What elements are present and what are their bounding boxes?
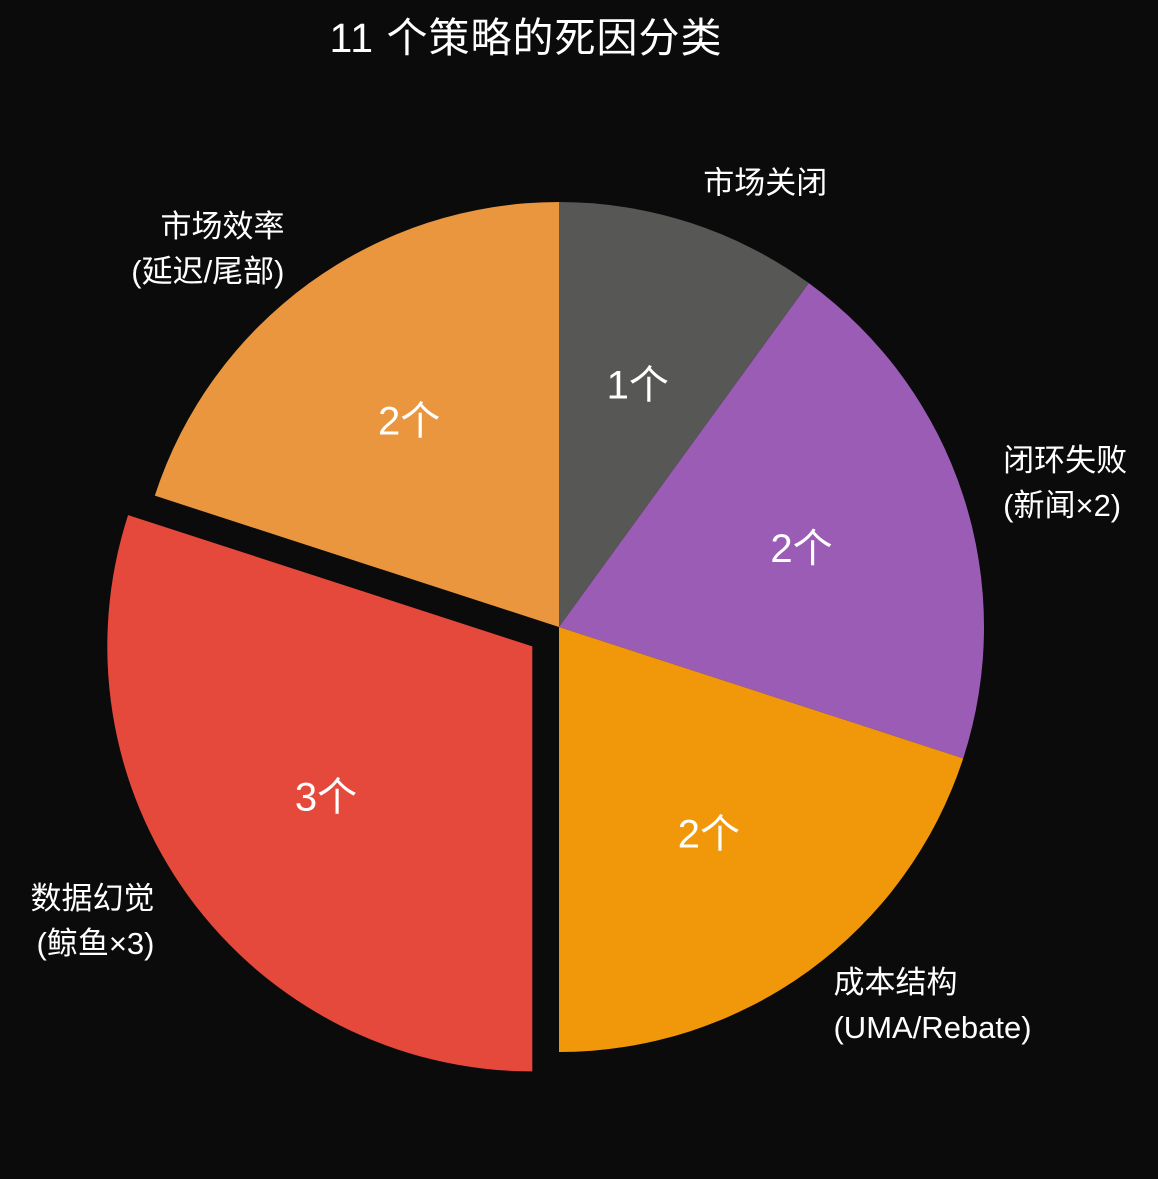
slice-label-main: 成本结构 — [833, 964, 958, 1000]
slice-value-label-3: 3个 — [295, 775, 357, 819]
slice-label-main: 市场关闭 — [703, 165, 828, 201]
pie-slice-2 — [559, 627, 964, 1052]
slice-outer-label-0: 市场关闭 — [703, 160, 827, 205]
slice-label-sub: (新闻×2) — [1003, 487, 1122, 523]
slice-value-label-2: 2个 — [678, 812, 740, 856]
slice-outer-label-2: 成本结构 (UMA/Rebate) — [833, 960, 1031, 1050]
slice-value-labels: 1个 2个 2个 3个 2个 — [295, 363, 833, 856]
slice-label-main: 数据幻觉 — [30, 880, 155, 916]
slice-value-label-1: 2个 — [770, 527, 832, 571]
slice-label-sub: (鲸鱼×3) — [36, 925, 155, 961]
pie-slice-4 — [154, 202, 560, 627]
pie-slices — [107, 202, 985, 1072]
slice-outer-label-1: 闭环失败 (新闻×2) — [1003, 438, 1127, 528]
slice-value-label-0: 1个 — [607, 363, 669, 407]
slice-label-main: 闭环失败 — [1003, 442, 1128, 478]
slice-label-sub: (UMA/Rebate) — [833, 1009, 1032, 1045]
pie-slice-1 — [559, 283, 985, 759]
slice-label-main: 市场效率 — [160, 209, 285, 245]
chart-title: 11 个策略的死因分类 — [329, 15, 723, 61]
slice-outer-label-3: 数据幻觉 (鲸鱼×3) — [31, 876, 155, 966]
slice-outer-label-4: 市场效率 (延迟/尾部) — [131, 204, 284, 294]
slice-value-label-4: 2个 — [378, 400, 440, 444]
slice-label-sub: (延迟/尾部) — [131, 254, 285, 290]
pie-slice-3 — [107, 515, 533, 1072]
pie-slice-0 — [559, 202, 809, 627]
